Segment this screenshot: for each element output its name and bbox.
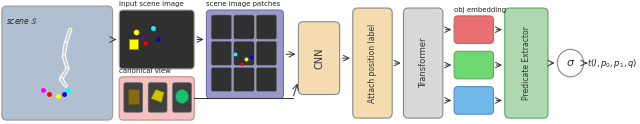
Text: scene image patches: scene image patches: [207, 1, 281, 7]
FancyBboxPatch shape: [505, 8, 548, 118]
FancyBboxPatch shape: [124, 83, 143, 112]
FancyBboxPatch shape: [256, 67, 276, 92]
Circle shape: [175, 90, 189, 103]
FancyBboxPatch shape: [454, 16, 493, 43]
FancyBboxPatch shape: [211, 41, 232, 65]
FancyBboxPatch shape: [454, 51, 493, 79]
FancyBboxPatch shape: [234, 67, 254, 92]
FancyBboxPatch shape: [454, 87, 493, 114]
FancyBboxPatch shape: [403, 8, 443, 118]
Text: $t(I, p_0, p_1, q)$: $t(I, p_0, p_1, q)$: [588, 57, 637, 70]
FancyBboxPatch shape: [148, 83, 167, 112]
Text: Attach position label: Attach position label: [368, 23, 377, 103]
Bar: [129, 39, 138, 49]
FancyBboxPatch shape: [234, 41, 254, 65]
Bar: [127, 89, 139, 104]
FancyBboxPatch shape: [256, 41, 276, 65]
FancyBboxPatch shape: [207, 10, 284, 98]
FancyBboxPatch shape: [119, 77, 194, 120]
Text: scene $\mathcal{S}$: scene $\mathcal{S}$: [6, 16, 38, 26]
Text: $\sigma$: $\sigma$: [566, 58, 575, 68]
FancyBboxPatch shape: [234, 15, 254, 39]
FancyBboxPatch shape: [353, 8, 392, 118]
FancyBboxPatch shape: [2, 6, 113, 120]
FancyBboxPatch shape: [256, 15, 276, 39]
FancyBboxPatch shape: [211, 15, 232, 39]
Text: Predicate Extractor: Predicate Extractor: [522, 26, 531, 100]
FancyBboxPatch shape: [298, 22, 340, 94]
Text: Transformer: Transformer: [419, 38, 428, 88]
FancyBboxPatch shape: [211, 67, 232, 92]
FancyBboxPatch shape: [119, 10, 194, 69]
Circle shape: [557, 49, 584, 77]
Text: canonical view: canonical view: [119, 68, 171, 74]
FancyBboxPatch shape: [173, 83, 191, 112]
Text: obj embedding: obj embedding: [454, 7, 506, 13]
Polygon shape: [151, 90, 164, 102]
Text: CNN: CNN: [314, 47, 324, 69]
Text: input scene image: input scene image: [119, 1, 184, 7]
